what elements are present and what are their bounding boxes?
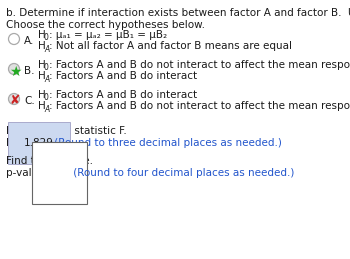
Text: H: H [38,30,46,40]
Text: 1.829: 1.829 [24,138,54,148]
Text: F =: F = [6,138,27,148]
Text: : Not all factor A and factor B means are equal: : Not all factor A and factor B means ar… [49,41,292,51]
Circle shape [8,63,20,75]
Text: H: H [38,90,46,99]
Circle shape [8,93,20,104]
Text: : μₐ₁ = μₐ₂ = μB₁ = μB₂: : μₐ₁ = μₐ₂ = μB₁ = μB₂ [49,30,167,40]
Text: : Factors A and B do interact: : Factors A and B do interact [49,90,197,99]
Text: Find the p-value.: Find the p-value. [6,156,93,166]
Text: Find the test statistic F.: Find the test statistic F. [6,126,127,136]
Text: 0: 0 [44,63,49,72]
Text: 0: 0 [44,33,49,42]
Text: ✘: ✘ [9,95,20,107]
Text: A: A [44,45,49,54]
Text: H: H [38,41,46,51]
Text: 0: 0 [44,93,49,102]
Text: : Factors A and B do not interact to affect the mean response: : Factors A and B do not interact to aff… [49,101,350,111]
Text: : Factors A and B do not interact to affect the mean response: : Factors A and B do not interact to aff… [49,60,350,69]
Text: (Round to three decimal places as needed.): (Round to three decimal places as needed… [51,138,282,148]
Text: A: A [44,104,49,113]
Text: b. Determine if interaction exists between factor A and factor B.  Use α = 0.05.: b. Determine if interaction exists betwe… [6,8,350,18]
Text: B.: B. [24,66,35,76]
Text: H: H [38,101,46,111]
Text: H: H [38,60,46,69]
Text: Choose the correct hypotheses below.: Choose the correct hypotheses below. [6,20,205,30]
Text: C.: C. [24,96,35,106]
Text: H: H [38,71,46,81]
Text: A.: A. [24,36,34,46]
Text: A: A [44,75,49,83]
Text: p-value =: p-value = [6,168,60,178]
Text: (Round to four decimal places as needed.): (Round to four decimal places as needed.… [70,168,294,178]
Text: : Factors A and B do interact: : Factors A and B do interact [49,71,197,81]
Text: ★: ★ [9,64,22,78]
